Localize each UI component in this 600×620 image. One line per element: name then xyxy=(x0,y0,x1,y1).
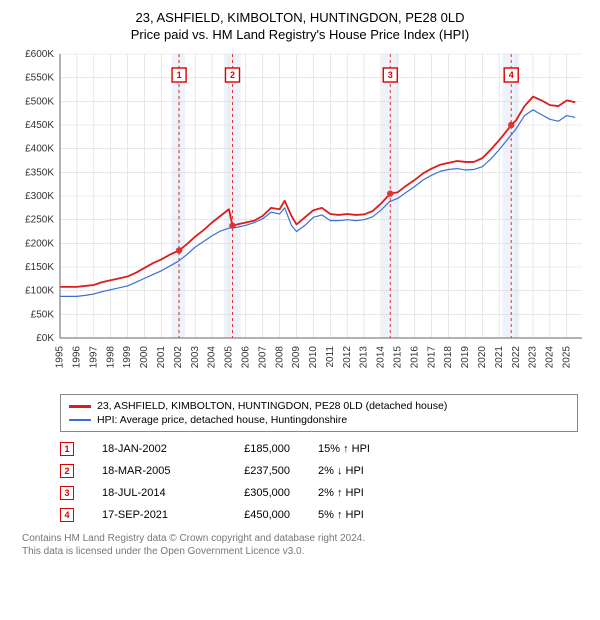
svg-text:2016: 2016 xyxy=(409,346,420,369)
legend-swatch xyxy=(69,419,91,421)
title-line1: 23, ASHFIELD, KIMBOLTON, HUNTINGDON, PE2… xyxy=(10,10,590,25)
sale-marker: 4 xyxy=(60,508,74,522)
svg-text:£200K: £200K xyxy=(25,238,54,249)
svg-text:2: 2 xyxy=(230,70,235,80)
svg-text:3: 3 xyxy=(388,70,393,80)
sales-row: 2 18-MAR-2005 £237,500 2% ↓ HPI xyxy=(60,460,578,482)
sales-row: 3 18-JUL-2014 £305,000 2% ↑ HPI xyxy=(60,482,578,504)
svg-text:£550K: £550K xyxy=(25,73,54,84)
svg-text:1996: 1996 xyxy=(72,346,83,369)
svg-text:2013: 2013 xyxy=(359,346,370,369)
svg-text:£450K: £450K xyxy=(25,120,54,131)
sale-price: £450,000 xyxy=(220,509,290,521)
sale-diff: 2% ↑ HPI xyxy=(318,487,428,499)
legend-item: 23, ASHFIELD, KIMBOLTON, HUNTINGDON, PE2… xyxy=(69,399,569,413)
svg-text:£600K: £600K xyxy=(25,49,54,60)
svg-text:2003: 2003 xyxy=(190,346,201,369)
line-chart-svg: £0K £50K £100K £150K £200K £250K £300K £350K £40… xyxy=(10,48,590,388)
sales-row: 1 18-JAN-2002 £185,000 15% ↑ HPI xyxy=(60,438,578,460)
svg-text:£100K: £100K xyxy=(25,286,54,297)
svg-text:£250K: £250K xyxy=(25,215,54,226)
sale-price: £185,000 xyxy=(220,443,290,455)
svg-text:2012: 2012 xyxy=(342,346,353,369)
legend-label: 23, ASHFIELD, KIMBOLTON, HUNTINGDON, PE2… xyxy=(97,400,447,412)
svg-text:£300K: £300K xyxy=(25,191,54,202)
sale-marker: 1 xyxy=(60,442,74,456)
svg-text:2022: 2022 xyxy=(511,346,522,369)
sale-price: £237,500 xyxy=(220,465,290,477)
svg-text:2000: 2000 xyxy=(139,346,150,369)
svg-text:2021: 2021 xyxy=(494,346,505,369)
svg-text:2008: 2008 xyxy=(274,346,285,369)
footer-line2: This data is licensed under the Open Gov… xyxy=(22,545,578,558)
footer: Contains HM Land Registry data © Crown c… xyxy=(22,532,578,558)
svg-text:2023: 2023 xyxy=(528,346,539,369)
sale-diff: 5% ↑ HPI xyxy=(318,509,428,521)
svg-text:2001: 2001 xyxy=(156,346,167,369)
svg-text:£0K: £0K xyxy=(36,333,54,344)
svg-text:2015: 2015 xyxy=(393,346,404,369)
svg-text:2009: 2009 xyxy=(291,346,302,369)
svg-text:2002: 2002 xyxy=(173,346,184,369)
title-line2: Price paid vs. HM Land Registry's House … xyxy=(10,27,590,42)
legend-item: HPI: Average price, detached house, Hunt… xyxy=(69,413,569,427)
svg-text:2025: 2025 xyxy=(561,346,572,369)
svg-text:2018: 2018 xyxy=(443,346,454,369)
sale-price: £305,000 xyxy=(220,487,290,499)
svg-text:2010: 2010 xyxy=(308,346,319,369)
legend: 23, ASHFIELD, KIMBOLTON, HUNTINGDON, PE2… xyxy=(60,394,578,432)
svg-text:4: 4 xyxy=(509,70,514,80)
svg-text:1999: 1999 xyxy=(122,346,133,369)
legend-swatch xyxy=(69,405,91,408)
sale-date: 17-SEP-2021 xyxy=(102,509,192,521)
svg-text:1995: 1995 xyxy=(55,346,66,369)
legend-label: HPI: Average price, detached house, Hunt… xyxy=(97,414,347,426)
svg-text:2005: 2005 xyxy=(224,346,235,369)
svg-text:2014: 2014 xyxy=(376,346,387,369)
sales-table: 1 18-JAN-2002 £185,000 15% ↑ HPI 2 18-MAR-200… xyxy=(60,438,578,526)
svg-text:2024: 2024 xyxy=(545,346,556,369)
svg-text:2011: 2011 xyxy=(325,346,336,368)
svg-text:£50K: £50K xyxy=(31,309,55,320)
svg-text:2006: 2006 xyxy=(240,346,251,369)
sale-date: 18-MAR-2005 xyxy=(102,465,192,477)
svg-text:1997: 1997 xyxy=(88,346,99,369)
chart-container: 23, ASHFIELD, KIMBOLTON, HUNTINGDON, PE2… xyxy=(0,0,600,568)
svg-text:2019: 2019 xyxy=(460,346,471,369)
svg-text:1998: 1998 xyxy=(105,346,116,369)
svg-text:£150K: £150K xyxy=(25,262,54,273)
svg-text:£350K: £350K xyxy=(25,167,54,178)
sale-diff: 2% ↓ HPI xyxy=(318,465,428,477)
svg-text:2020: 2020 xyxy=(477,346,488,369)
svg-text:2007: 2007 xyxy=(257,346,268,369)
svg-text:£400K: £400K xyxy=(25,144,54,155)
sale-marker: 2 xyxy=(60,464,74,478)
sale-date: 18-JAN-2002 xyxy=(102,443,192,455)
chart-area: £0K £50K £100K £150K £200K £250K £300K £350K £40… xyxy=(10,48,590,388)
sale-marker: 3 xyxy=(60,486,74,500)
sales-row: 4 17-SEP-2021 £450,000 5% ↑ HPI xyxy=(60,504,578,526)
svg-text:1: 1 xyxy=(177,70,182,80)
footer-line1: Contains HM Land Registry data © Crown c… xyxy=(22,532,578,545)
svg-text:2004: 2004 xyxy=(207,346,218,369)
sale-date: 18-JUL-2014 xyxy=(102,487,192,499)
svg-text:£500K: £500K xyxy=(25,96,54,107)
svg-text:2017: 2017 xyxy=(426,346,437,369)
sale-diff: 15% ↑ HPI xyxy=(318,443,428,455)
